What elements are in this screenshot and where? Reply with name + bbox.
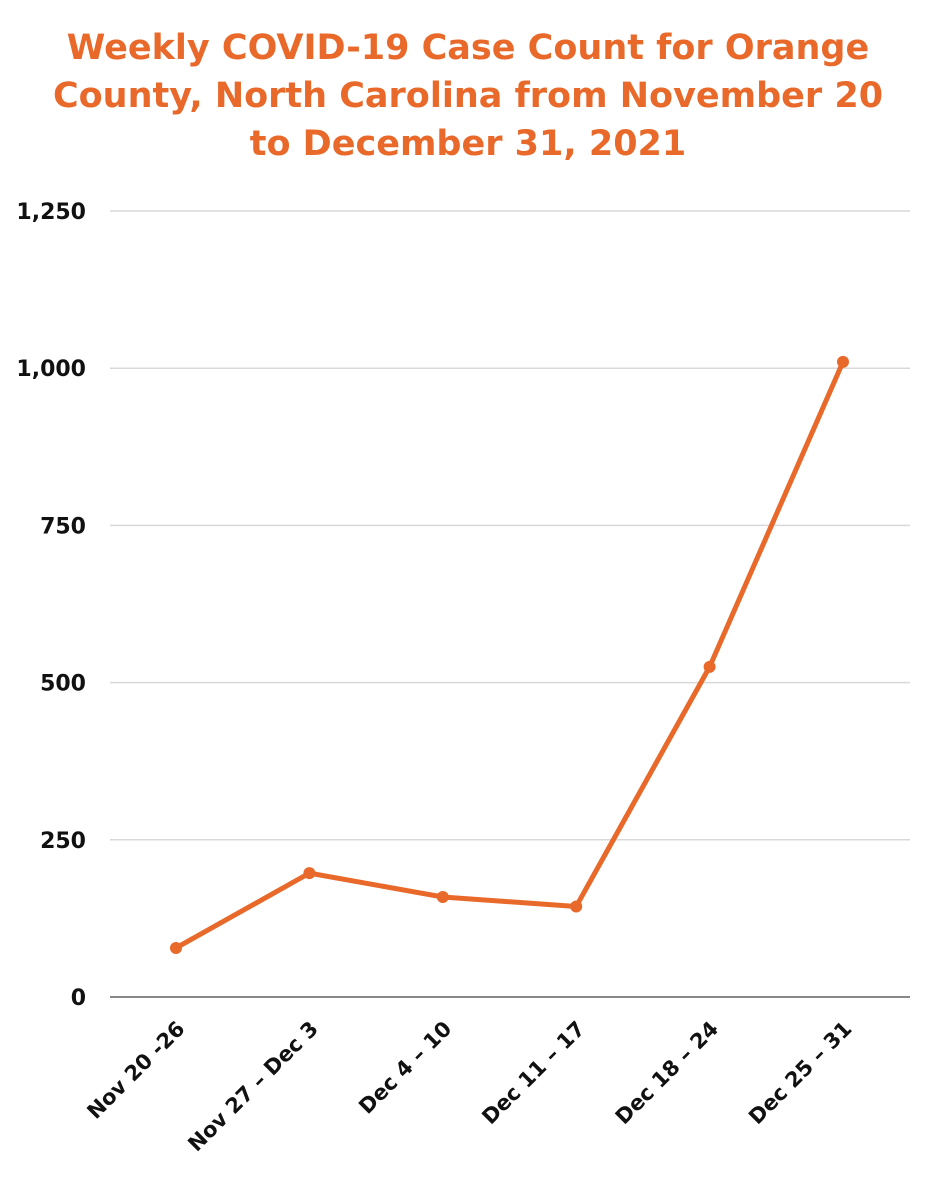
x-tick-label: Nov 27 – Dec 3 bbox=[183, 1017, 323, 1157]
x-tick-label: Dec 25 – 31 bbox=[744, 1017, 856, 1129]
y-tick-label: 250 bbox=[40, 829, 86, 854]
y-tick-label: 0 bbox=[71, 986, 86, 1011]
x-tick-label: Dec 18 – 24 bbox=[611, 1017, 723, 1129]
y-tick-label: 500 bbox=[40, 672, 86, 697]
x-tick-label: Dec 4 – 10 bbox=[354, 1017, 456, 1119]
y-tick-label: 1,250 bbox=[16, 200, 86, 225]
gridlines bbox=[110, 210, 910, 841]
data-point bbox=[837, 355, 849, 368]
chart-title-line-3: to December 31, 2021 bbox=[249, 124, 687, 164]
data-points bbox=[170, 355, 849, 954]
y-tick-label: 750 bbox=[40, 514, 86, 539]
chart-title-line-1: Weekly COVID-19 Case Count for Orange bbox=[66, 28, 870, 68]
series-layer bbox=[173, 359, 846, 951]
series-line bbox=[173, 359, 846, 951]
x-tick-label: Dec 11 – 17 bbox=[477, 1017, 589, 1129]
data-point bbox=[703, 660, 716, 673]
chart-title: Weekly COVID-19 Case Count for Orange Co… bbox=[0, 24, 936, 168]
x-tick-label: Nov 20 -26 bbox=[82, 1017, 189, 1124]
chart-title-line-2: County, North Carolina from November 20 bbox=[52, 76, 884, 116]
data-point bbox=[303, 867, 316, 880]
y-axis-tick-labels: 0 250 500 750 1,000 1,250 bbox=[16, 200, 86, 1011]
data-point bbox=[170, 941, 182, 954]
y-tick-label: 1,000 bbox=[16, 357, 86, 382]
data-point bbox=[570, 900, 583, 913]
data-point bbox=[436, 891, 449, 904]
